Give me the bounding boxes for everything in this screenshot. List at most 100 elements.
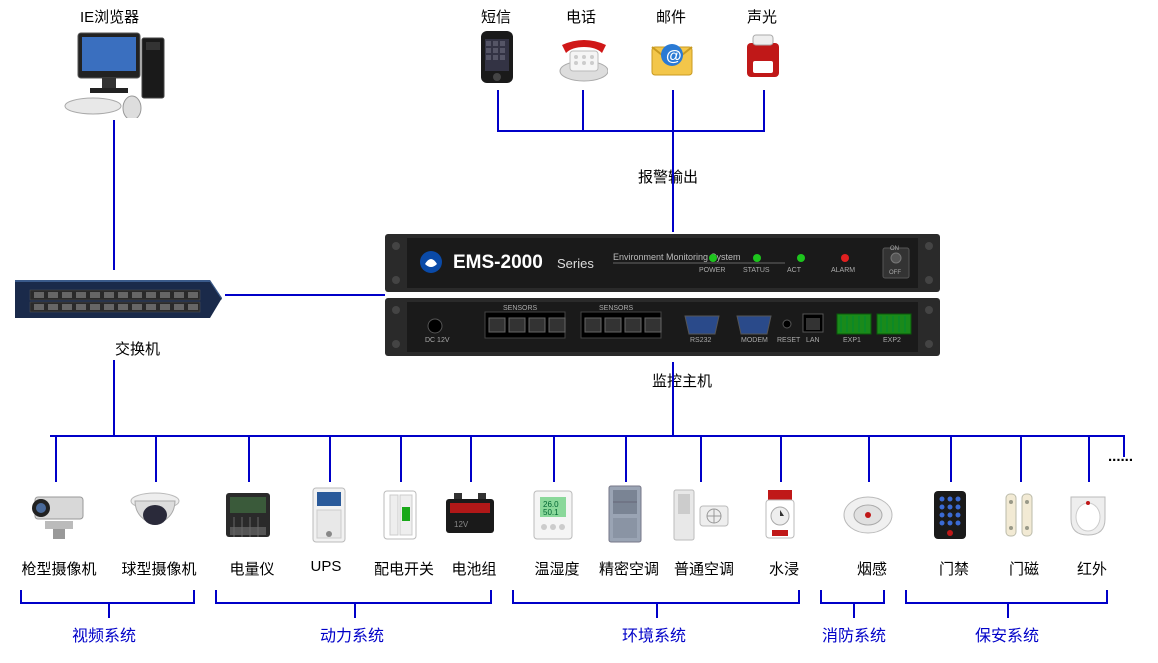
- smoke-icon: [838, 482, 898, 548]
- system-label-power: 动力系统: [320, 622, 384, 646]
- svg-text:MODEM: MODEM: [741, 337, 768, 344]
- soundlight-icon: [737, 30, 789, 86]
- drop-smoke: [868, 435, 870, 482]
- alarm-item-label-soundlight: 声光: [747, 6, 777, 27]
- alarm-output-label: 报警输出: [638, 166, 698, 187]
- bus-end-drop: [1123, 435, 1125, 457]
- ups-icon: [299, 482, 359, 548]
- bracket-video: [20, 590, 195, 604]
- system-label-env: 环境系统: [622, 622, 686, 646]
- water-leak-label: 水浸: [769, 558, 799, 579]
- svg-text:Environment Monitoring System: Environment Monitoring System: [613, 252, 741, 262]
- line-switch-bus: [113, 360, 115, 435]
- svg-text:POWER: POWER: [699, 267, 725, 274]
- drop-dome-camera: [155, 435, 157, 482]
- ups-label: UPS: [311, 558, 342, 575]
- svg-text:EXP2: EXP2: [883, 337, 901, 344]
- drop-normal-ac: [700, 435, 702, 482]
- drop-water-leak: [780, 435, 782, 482]
- svg-text:EXP1: EXP1: [843, 337, 861, 344]
- monitor-host-label: 监控主机: [652, 370, 712, 391]
- svg-text:LAN: LAN: [806, 337, 820, 344]
- alarm-drop-sms: [497, 90, 499, 130]
- drop-temp-humid: [553, 435, 555, 482]
- switch-label: 交换机: [115, 338, 160, 359]
- svg-text:STATUS: STATUS: [743, 267, 770, 274]
- access-label: 门禁: [939, 558, 969, 579]
- line-pc-switch: [113, 120, 115, 270]
- bracket-drop-power: [354, 604, 356, 618]
- svg-text:@: @: [666, 48, 682, 65]
- system-label-video: 视频系统: [72, 622, 136, 646]
- line-switch-host: [225, 294, 385, 296]
- drop-breaker: [400, 435, 402, 482]
- svg-text:SENSORS: SENSORS: [503, 305, 538, 312]
- bracket-drop-video: [108, 604, 110, 618]
- bracket-drop-fire: [853, 604, 855, 618]
- monitor-host: EMS-2000 Series Environment Monitoring S…: [385, 230, 940, 360]
- ie-browser-label: IE浏览器: [80, 6, 139, 27]
- system-label-fire: 消防系统: [822, 622, 886, 646]
- sms-icon: [471, 30, 523, 86]
- svg-text:12V: 12V: [454, 520, 469, 529]
- precision-ac-icon: [595, 482, 655, 548]
- svg-text:RS232: RS232: [690, 337, 712, 344]
- battery-icon: 12V: [440, 482, 500, 548]
- temp-humid-label: 温湿度: [535, 558, 580, 579]
- alarm-drop-soundlight: [763, 90, 765, 130]
- phone-icon: [556, 30, 608, 86]
- drop-pir: [1088, 435, 1090, 482]
- svg-text:OFF: OFF: [889, 270, 901, 276]
- ie-browser-pc: [60, 28, 170, 118]
- network-switch: [10, 268, 225, 323]
- drop-ups: [329, 435, 331, 482]
- gun-camera-label: 枪型摄像机: [22, 558, 97, 579]
- bracket-power: [215, 590, 492, 604]
- normal-ac-label: 普通空调: [674, 558, 734, 579]
- svg-text:SENSORS: SENSORS: [599, 305, 634, 312]
- drop-battery: [470, 435, 472, 482]
- alarm-drop-mail: [672, 90, 674, 130]
- svg-text:DC 12V: DC 12V: [425, 337, 450, 344]
- svg-text:ON: ON: [890, 246, 899, 252]
- bracket-fire: [820, 590, 885, 604]
- bracket-drop-security: [1007, 604, 1009, 618]
- drop-access: [950, 435, 952, 482]
- svg-text:Series: Series: [557, 256, 594, 271]
- pir-icon: [1058, 482, 1118, 548]
- mail-icon: @: [646, 30, 698, 86]
- gun-camera-icon: [25, 482, 85, 548]
- system-label-security: 保安系统: [975, 622, 1039, 646]
- alarm-drop-phone: [582, 90, 584, 130]
- door-contact-label: 门磁: [1009, 558, 1039, 579]
- pir-label: 红外: [1077, 558, 1107, 579]
- access-icon: [920, 482, 980, 548]
- breaker-icon: [370, 482, 430, 548]
- svg-text:ALARM: ALARM: [831, 267, 855, 274]
- dome-camera-label: 球型摄像机: [122, 558, 197, 579]
- smoke-label: 烟感: [857, 558, 887, 579]
- alarm-item-label-sms: 短信: [481, 6, 511, 27]
- alarm-item-label-mail: 邮件: [656, 6, 686, 27]
- breaker-label: 配电开关: [374, 558, 434, 579]
- battery-label: 电池组: [452, 558, 497, 579]
- bottom-bus: [50, 435, 1125, 437]
- power-meter-label: 电量仪: [230, 558, 275, 579]
- line-alarm-host: [672, 130, 674, 232]
- power-meter-icon: [218, 482, 278, 548]
- temp-humid-icon: 26.050.1: [523, 482, 583, 548]
- water-leak-icon: [750, 482, 810, 548]
- bus-ellipsis: ......: [1108, 448, 1133, 465]
- bracket-security: [905, 590, 1108, 604]
- svg-text:EMS-2000: EMS-2000: [453, 252, 543, 273]
- drop-gun-camera: [55, 435, 57, 482]
- bracket-env: [512, 590, 800, 604]
- alarm-bus: [497, 130, 765, 132]
- bracket-drop-env: [656, 604, 658, 618]
- drop-power-meter: [248, 435, 250, 482]
- drop-door-contact: [1020, 435, 1022, 482]
- door-contact-icon: [990, 482, 1050, 548]
- svg-text:50.1: 50.1: [543, 508, 559, 517]
- precision-ac-label: 精密空调: [599, 558, 659, 579]
- dome-camera-icon: [125, 482, 185, 548]
